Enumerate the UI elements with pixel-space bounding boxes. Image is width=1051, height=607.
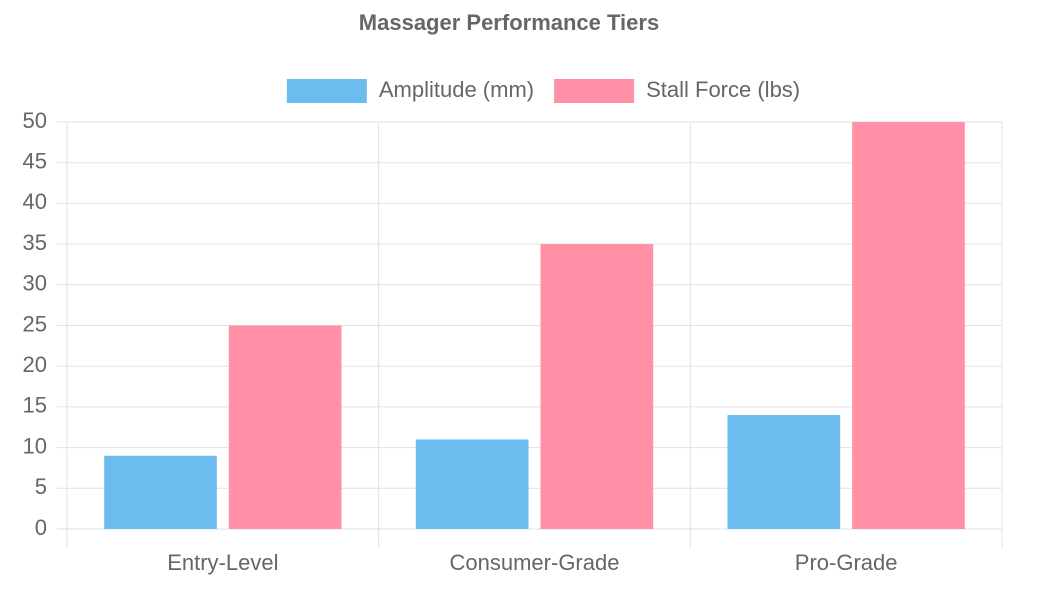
x-tick-label: Consumer-Grade [450, 550, 620, 575]
chart-title: Massager Performance Tiers [359, 10, 659, 35]
y-tick-label: 30 [23, 271, 47, 296]
bar [415, 439, 529, 529]
bar [540, 244, 654, 529]
legend-swatch [554, 79, 635, 103]
bar [104, 455, 217, 529]
y-tick-label: 10 [23, 433, 47, 458]
y-tick-label: 15 [23, 393, 47, 418]
y-tick-label: 25 [23, 311, 47, 336]
y-tick-label: 5 [35, 474, 47, 499]
y-tick-label: 0 [35, 515, 47, 540]
x-tick-label: Pro-Grade [795, 550, 898, 575]
y-tick-label: 40 [23, 189, 47, 214]
legend-label: Amplitude (mm) [379, 77, 534, 102]
legend-label: Stall Force (lbs) [646, 77, 800, 102]
bar [852, 122, 965, 529]
bar [228, 325, 342, 529]
x-tick-label: Entry-Level [167, 550, 278, 575]
y-tick-label: 20 [23, 352, 47, 377]
legend-swatch [286, 79, 367, 103]
y-tick-label: 45 [23, 149, 47, 174]
y-tick-label: 35 [23, 230, 47, 255]
bar [727, 415, 841, 529]
y-tick-label: 50 [23, 108, 47, 133]
